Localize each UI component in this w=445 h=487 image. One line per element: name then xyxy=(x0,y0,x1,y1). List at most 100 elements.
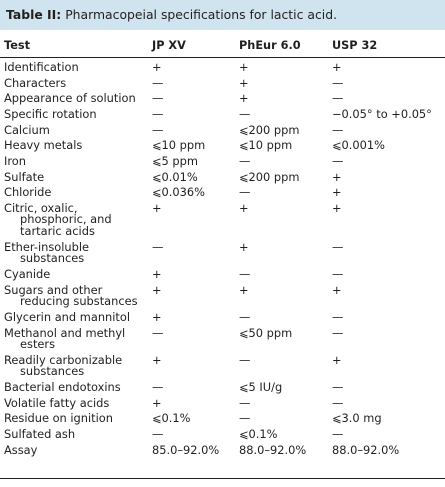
cell-line: + xyxy=(239,239,249,254)
test-cell: Sulfate xyxy=(4,169,45,184)
cell-line: + xyxy=(332,282,342,297)
cell-line: — xyxy=(152,91,164,106)
cell-line: Glycerin and mannitol xyxy=(4,309,131,324)
pheur-cell: — xyxy=(239,397,250,410)
cell-line: — xyxy=(239,185,251,200)
pheur-cell: + xyxy=(239,93,249,105)
pheur-cell: ⩽0.1% xyxy=(239,426,278,441)
cell-line: ⩽10 ppm xyxy=(152,138,206,153)
jp-xv-cell: ⩽0.01% xyxy=(152,169,198,184)
usp-cell: + xyxy=(332,282,342,297)
cell-line: + xyxy=(152,60,162,74)
cell-line: 88.0–92.0% xyxy=(239,442,307,457)
caption-text: Pharmacopeial specifications for lactic … xyxy=(65,7,338,22)
cell-line: reducing substances xyxy=(20,294,138,309)
cell-line: + xyxy=(152,282,162,297)
cell-line: — xyxy=(332,395,344,410)
pheur-cell: 88.0–92.0% xyxy=(239,442,307,457)
cell-line: — xyxy=(332,380,344,394)
cell-line: — xyxy=(239,309,251,324)
cell-line: phosphoric, and xyxy=(20,212,112,227)
usp-cell: + xyxy=(332,171,342,184)
cell-line: — xyxy=(239,352,251,367)
usp-cell: −0.05° to +0.05° xyxy=(332,106,432,121)
cell-line: Identification xyxy=(4,60,79,74)
cell-line: ⩽200 ppm xyxy=(239,122,300,137)
cell-line: + xyxy=(239,60,249,74)
test-cell: Specific rotation xyxy=(4,108,97,121)
cell-line: Methanol and methyl xyxy=(4,325,126,340)
pheur-cell: — xyxy=(239,187,250,199)
jp-xv-cell: — xyxy=(152,122,164,137)
usp-cell: ⩽0.001% xyxy=(332,140,385,152)
usp-cell: — xyxy=(332,380,344,394)
pheur-cell: + xyxy=(239,75,249,90)
test-cell: Characters xyxy=(4,77,66,90)
cell-line: Citric, oxalic, xyxy=(4,200,78,215)
jp-xv-cell: + xyxy=(152,282,162,297)
test-cell: Ether-insoluble substances xyxy=(4,239,90,265)
test-cell: Chloride xyxy=(4,187,51,199)
test-cell: Readily carbonizable substances xyxy=(4,354,122,378)
table-bottom-rule xyxy=(0,478,445,479)
cell-line: ⩽3.0 mg xyxy=(332,411,382,426)
usp-cell: — xyxy=(332,75,344,90)
pheur-cell: ⩽200 ppm xyxy=(239,122,300,137)
cell-line: Sugars and other xyxy=(4,282,103,297)
cell-line: + xyxy=(152,395,162,410)
cell-line: — xyxy=(152,75,164,90)
cell-line: Heavy metals xyxy=(4,138,83,153)
header-jp-xv: JP XV xyxy=(152,39,186,52)
test-cell: Bacterial endotoxins xyxy=(4,381,121,394)
cell-line: — xyxy=(152,122,164,137)
test-cell: Sugars and other reducing substances xyxy=(4,282,138,309)
test-cell: Assay xyxy=(4,444,37,457)
jp-xv-cell: — xyxy=(152,381,163,394)
test-cell: Calcium xyxy=(4,124,50,137)
usp-cell: + xyxy=(332,202,342,215)
cell-line: + xyxy=(239,75,249,90)
header-usp: USP 32 xyxy=(332,39,378,52)
cell-line: tartaric acids xyxy=(20,224,95,239)
cell-line: — xyxy=(152,426,164,441)
cell-line: ⩽0.01% xyxy=(152,169,198,184)
test-cell: Residue on ignition xyxy=(4,413,113,425)
cell-line: — xyxy=(332,75,344,90)
cell-line: Volatile fatty acids xyxy=(4,395,110,410)
usp-cell: — xyxy=(332,268,343,281)
cell-line: ⩽50 ppm xyxy=(239,325,293,340)
pheur-cell: — xyxy=(239,155,250,168)
jp-xv-cell: 85.0–92.0% xyxy=(152,444,219,457)
cell-line: ⩽0.001% xyxy=(332,138,385,153)
jp-xv-cell: — xyxy=(152,241,163,254)
cell-line: Ether-insoluble xyxy=(4,239,90,254)
test-cell: Glycerin and mannitol xyxy=(4,309,131,324)
jp-xv-cell: ⩽5 ppm xyxy=(152,155,198,168)
pheur-cell: — xyxy=(239,309,251,324)
test-cell: Cyanide xyxy=(4,268,50,281)
test-cell: Heavy metals xyxy=(4,140,82,152)
test-cell: Iron xyxy=(4,153,26,168)
cell-line: ⩽0.1% xyxy=(152,411,191,426)
table-caption: Table II: Pharmacopeial specifications f… xyxy=(0,0,445,30)
test-cell: Volatile fatty acids xyxy=(4,395,110,410)
cell-line: 88.0–92.0% xyxy=(332,442,400,457)
cell-line: −0.05° to +0.05° xyxy=(332,106,432,121)
cell-line: Sulfate xyxy=(4,169,45,184)
cell-line: Residue on ignition xyxy=(4,411,113,426)
pheur-cell: + xyxy=(239,239,249,254)
pheur-cell: — xyxy=(239,413,250,425)
cell-line: esters xyxy=(20,337,56,352)
jp-xv-cell: + xyxy=(152,354,162,367)
cell-line: ⩽0.1% xyxy=(239,426,278,441)
usp-cell: 88.0–92.0% xyxy=(332,442,400,457)
cell-line: — xyxy=(332,91,344,106)
pheur-cell: ⩽5 IU/g xyxy=(239,380,283,394)
jp-xv-cell: + xyxy=(152,268,162,281)
cell-line: — xyxy=(152,325,164,340)
test-cell: Methanol and methyl esters xyxy=(4,325,126,352)
pheur-cell: — xyxy=(239,108,250,121)
usp-cell: + xyxy=(332,354,342,367)
cell-line: Iron xyxy=(4,153,26,168)
cell-line: ⩽5 IU/g xyxy=(239,380,283,394)
